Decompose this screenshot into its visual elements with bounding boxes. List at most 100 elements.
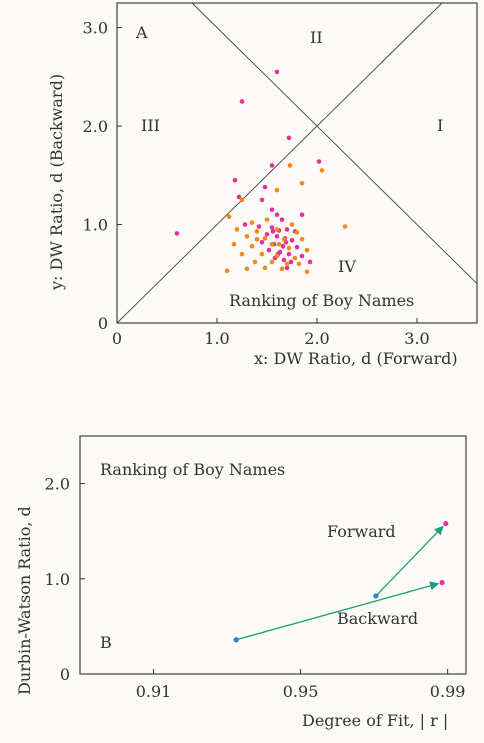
- data-point-orange: [252, 259, 258, 265]
- data-point-orange: [249, 220, 255, 225]
- data-point-orange: [294, 230, 300, 235]
- data-point-orange: [262, 265, 268, 271]
- data-point-magenta: [279, 217, 285, 222]
- region-label-ii: II: [310, 28, 323, 47]
- panel-b-y-tick-label: 0: [60, 665, 70, 684]
- panel-b-x-tick-label: 0.95: [283, 682, 319, 701]
- data-point-magenta: [280, 243, 286, 249]
- data-point-magenta: [274, 234, 280, 239]
- end-point-forward: [443, 520, 449, 527]
- data-point-magenta: [288, 259, 294, 265]
- panel-a-x-tick-label: 0: [112, 329, 122, 348]
- region-label-iii: III: [141, 116, 160, 135]
- panel-a-x-tick-label: 3.0: [404, 329, 429, 348]
- data-point-magenta: [269, 207, 275, 213]
- data-point-orange: [281, 237, 287, 242]
- panel-a-letter: A: [135, 23, 148, 42]
- data-point-magenta: [281, 257, 287, 263]
- start-point-forward: [373, 593, 379, 599]
- panel-b-letter: B: [100, 633, 112, 652]
- data-point-magenta: [299, 212, 305, 217]
- data-point-magenta: [259, 239, 265, 245]
- data-point-magenta: [239, 99, 245, 104]
- region-label-i: I: [437, 116, 443, 135]
- data-point-magenta: [269, 225, 275, 230]
- data-point-magenta: [262, 184, 268, 190]
- panel-b-title: Ranking of Boy Names: [100, 460, 285, 479]
- series-label-forward: Forward: [327, 522, 396, 541]
- data-point-magenta: [284, 265, 290, 271]
- diagonal-line-y-eq-4-minus-x: [191, 2, 478, 284]
- data-point-orange: [304, 269, 310, 275]
- data-point-magenta: [264, 232, 270, 237]
- panel-a-frame: [116, 2, 478, 324]
- panel-a-title-backdrop: [224, 288, 449, 312]
- data-point-orange: [254, 229, 260, 234]
- data-point-orange: [239, 251, 245, 257]
- data-point-orange: [259, 251, 265, 257]
- data-point-magenta: [284, 227, 290, 232]
- data-point-orange: [239, 197, 245, 203]
- series-label-backward: Backward: [337, 609, 418, 628]
- data-point-magenta: [286, 251, 292, 257]
- data-point-magenta: [307, 259, 313, 265]
- data-point-magenta: [242, 222, 248, 227]
- data-point-orange: [269, 259, 275, 265]
- panel-b-y-tick-label: 1.0: [45, 570, 70, 589]
- data-point-orange: [296, 261, 302, 267]
- data-point-magenta: [299, 253, 305, 259]
- data-point-orange: [224, 268, 230, 274]
- panel-a-x-tick-label: 1.0: [204, 329, 229, 348]
- panel-a-y-tick-label: 0: [98, 314, 108, 333]
- data-point-orange: [276, 241, 282, 247]
- data-point-orange: [286, 245, 292, 251]
- data-point-orange: [299, 180, 305, 186]
- data-point-orange: [304, 247, 310, 253]
- data-point-magenta: [294, 244, 300, 250]
- data-point-orange: [274, 187, 280, 193]
- panel-a-title: Ranking of Boy Names: [229, 291, 414, 310]
- data-point-orange: [244, 266, 250, 272]
- data-point-orange: [319, 168, 325, 173]
- panel-a: 0 1.0 2.0 3.0 0 1.0 2.0 3.0 A II III I IV Rank…: [47, 2, 478, 368]
- diagonal-line-y-eq-x: [116, 2, 443, 324]
- data-point-magenta: [316, 159, 322, 164]
- panel-a-y-tick-label: 1.0: [83, 216, 108, 235]
- data-point-orange: [244, 234, 250, 239]
- data-point-orange: [299, 237, 305, 242]
- data-point-orange: [287, 163, 293, 168]
- data-point-orange: [342, 224, 348, 229]
- panel-b-x-tick-label: 0.91: [136, 682, 172, 701]
- panel-b-x-tick-label: 0.99: [430, 682, 466, 701]
- data-point-magenta: [274, 212, 280, 217]
- data-point-orange: [274, 227, 280, 232]
- data-point-orange: [226, 214, 232, 219]
- data-point-magenta: [174, 231, 180, 236]
- data-point-magenta: [286, 135, 292, 141]
- data-point-orange: [231, 241, 237, 247]
- panel-b-y-axis-label: Durbin-Watson Ratio, d: [15, 506, 34, 695]
- panel-b-y-tick-label: 2.0: [45, 475, 70, 494]
- data-point-orange: [234, 227, 240, 232]
- data-point-magenta: [259, 197, 265, 203]
- data-point-magenta: [232, 177, 238, 183]
- data-point-orange: [284, 261, 290, 267]
- data-point-magenta: [269, 163, 275, 168]
- data-point-orange: [254, 237, 260, 242]
- panel-b-frame: [79, 435, 467, 675]
- region-label-iv: IV: [338, 257, 356, 276]
- data-point-magenta: [270, 229, 276, 234]
- data-point-orange: [269, 241, 275, 247]
- data-point-orange: [264, 217, 270, 222]
- data-point-orange: [279, 266, 285, 272]
- data-point-orange: [249, 243, 255, 249]
- arrow-forward: [375, 525, 444, 597]
- panel-a-y-tick-label: 2.0: [83, 117, 108, 136]
- panel-a-x-tick-label: 2.0: [304, 329, 329, 348]
- data-point-magenta: [274, 69, 280, 75]
- data-point-magenta: [236, 194, 242, 200]
- data-point-orange: [262, 236, 268, 241]
- data-point-orange: [289, 222, 295, 227]
- panel-b-x-axis-label: Degree of Fit, | r |: [302, 711, 448, 730]
